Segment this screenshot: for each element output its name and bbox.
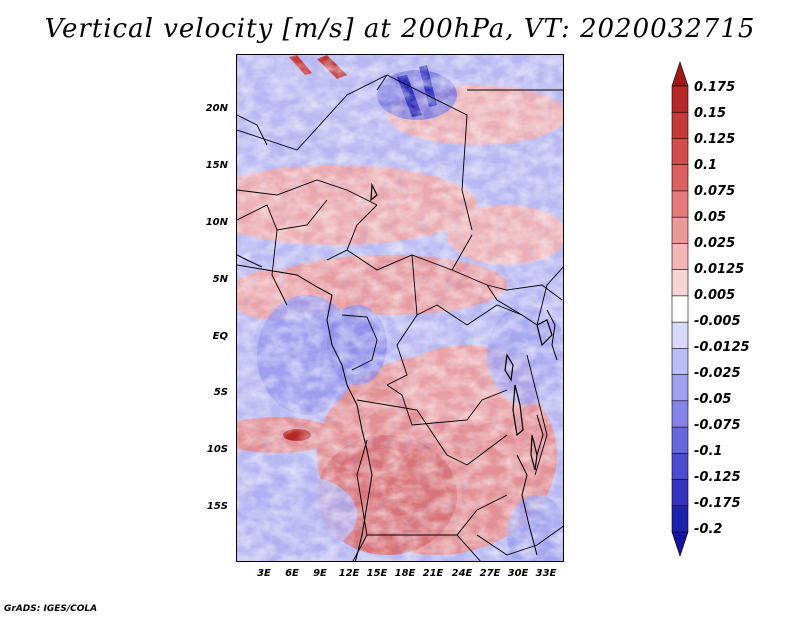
colorbar-label--0.025: -0.025 <box>694 366 741 381</box>
colorbar-swatch <box>671 321 689 349</box>
colorbar-label-0.025: 0.025 <box>694 236 736 251</box>
colorbar-swatch <box>671 269 689 297</box>
lakes <box>370 182 553 471</box>
colorbar-label-0.0125: 0.0125 <box>694 262 745 277</box>
colorbar-swatch <box>671 348 689 376</box>
colorbar-swatch <box>671 243 689 271</box>
lon-label-12e: 12E <box>338 568 360 579</box>
lat-label-10n: 10N <box>205 217 228 228</box>
lat-label-5s: 5S <box>213 387 228 398</box>
colorbar-label-0.15: 0.15 <box>694 106 727 121</box>
lat-label-eq: EQ <box>212 331 228 342</box>
lat-label-15s: 15S <box>206 501 228 512</box>
lon-label-27e: 27E <box>479 568 501 579</box>
map-panel <box>236 54 564 562</box>
colorbar-label-0.075: 0.075 <box>694 184 736 199</box>
colorbar-swatch <box>671 85 689 113</box>
colorbar-label--0.0125: -0.0125 <box>694 340 750 355</box>
lon-label-21e: 21E <box>422 568 444 579</box>
colorbar-label--0.075: -0.075 <box>694 418 741 433</box>
lon-label-3e: 3E <box>257 568 271 579</box>
colorbar-swatch <box>671 61 689 87</box>
colorbar-label--0.125: -0.125 <box>694 470 741 485</box>
lat-label-5n: 5N <box>212 274 228 285</box>
colorbar-swatch <box>671 505 689 533</box>
colorbar-label--0.2: -0.2 <box>694 522 723 537</box>
colorbar-swatch <box>671 400 689 428</box>
lon-label-33e: 33E <box>535 568 557 579</box>
colorbar-swatch <box>671 216 689 245</box>
colorbar-swatch <box>671 426 689 454</box>
lat-label-15n: 15N <box>205 160 228 171</box>
colorbar-swatch <box>671 111 689 140</box>
lon-label-30e: 30E <box>507 568 529 579</box>
coastline <box>237 254 558 561</box>
lon-label-9e: 9E <box>313 568 327 579</box>
colorbar-swatch <box>671 190 689 218</box>
velocity-field <box>237 55 563 561</box>
colorbar-swatch <box>671 295 689 323</box>
colorbar-label-0.125: 0.125 <box>694 132 736 147</box>
colorbar-swatch <box>671 479 689 507</box>
lon-label-6e: 6E <box>285 568 299 579</box>
lon-label-24e: 24E <box>451 568 473 579</box>
lat-label-20n: 20N <box>205 103 228 114</box>
colorbar-swatch <box>671 164 689 192</box>
colorbar-swatch <box>671 531 689 557</box>
colorbar-label-0.05: 0.05 <box>694 210 727 225</box>
colorbar-label--0.05: -0.05 <box>694 392 732 407</box>
colorbar-label-0.175: 0.175 <box>694 80 736 95</box>
lon-label-15e: 15E <box>366 568 388 579</box>
grads-credit: GrADS: IGES/COLA <box>4 604 98 614</box>
colorbar-swatch <box>671 374 689 402</box>
colorbar-swatch <box>671 138 689 166</box>
lon-label-18e: 18E <box>394 568 416 579</box>
colorbar-label--0.005: -0.005 <box>694 314 741 329</box>
colorbar-label-0.005: 0.005 <box>694 288 736 303</box>
colorbar-label-0.1: 0.1 <box>694 158 718 173</box>
country-borders <box>237 74 563 561</box>
colorbar-swatch <box>671 452 689 481</box>
map-title: Vertical velocity [m/s] at 200hPa, VT: 2… <box>44 14 756 44</box>
colorbar-label--0.1: -0.1 <box>694 444 723 459</box>
colorbar-label--0.175: -0.175 <box>694 496 741 511</box>
lat-label-10s: 10S <box>206 444 228 455</box>
